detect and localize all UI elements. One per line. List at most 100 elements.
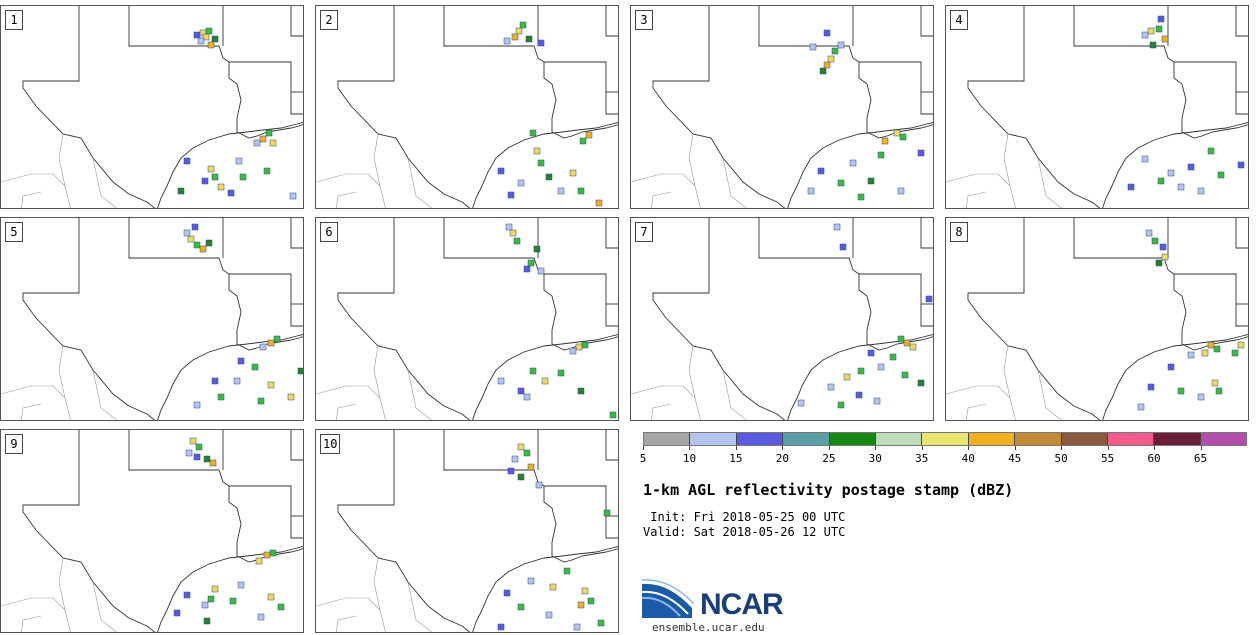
reflectivity-cell xyxy=(1167,169,1175,177)
map-boundary-line xyxy=(688,345,701,420)
ensemble-url[interactable]: ensemble.ucar.edu xyxy=(652,621,765,634)
stamp-panel-10[interactable]: 10 xyxy=(315,429,619,633)
colorbar-segment xyxy=(968,433,1016,445)
reflectivity-cell xyxy=(1155,259,1163,267)
colorbar-segment xyxy=(690,433,737,445)
reflectivity-cell xyxy=(497,377,505,385)
reflectivity-cell xyxy=(203,455,211,463)
stamp-map xyxy=(1,218,303,420)
map-boundary-line xyxy=(1073,6,1248,139)
stamp-panel-3[interactable]: 3 xyxy=(630,5,934,209)
reflectivity-cell xyxy=(537,39,545,47)
map-boundary-line xyxy=(157,122,303,208)
reflectivity-cell xyxy=(557,187,565,195)
map-boundary-line xyxy=(337,430,471,632)
colorbar-tick-label: 25 xyxy=(822,452,836,465)
stamp-number: 2 xyxy=(320,10,338,30)
reflectivity-cell xyxy=(527,577,535,585)
colorbar-tick xyxy=(1061,446,1063,450)
reflectivity-cell xyxy=(833,223,841,231)
stamp-number: 4 xyxy=(950,10,968,30)
reflectivity-cell xyxy=(253,139,261,147)
reflectivity-cell xyxy=(503,37,511,45)
stamp-panel-2[interactable]: 2 xyxy=(315,5,619,209)
reflectivity-cell xyxy=(267,381,275,389)
stamp-panel-8[interactable]: 8 xyxy=(945,217,1249,421)
reflectivity-cell xyxy=(1147,383,1155,391)
reflectivity-cell xyxy=(257,613,265,621)
reflectivity-cell xyxy=(1159,243,1167,251)
reflectivity-cell xyxy=(1151,237,1159,245)
reflectivity-cell xyxy=(597,619,605,627)
colorbar-segment xyxy=(783,433,830,445)
map-boundary-line xyxy=(337,6,471,208)
reflectivity-cell xyxy=(235,157,243,165)
reflectivity-cell xyxy=(1149,41,1157,49)
colorbar-tick xyxy=(921,446,923,450)
reflectivity-cell xyxy=(581,587,589,595)
map-boundary-line xyxy=(544,61,618,115)
colorbar-tick-label: 15 xyxy=(729,452,743,465)
map-boundary-line xyxy=(443,6,618,139)
reflectivity-cell xyxy=(535,481,543,489)
reflectivity-cell xyxy=(563,567,571,575)
stamp-panel-7[interactable]: 7 xyxy=(630,217,934,421)
reflectivity-cell xyxy=(217,393,225,401)
map-boundary-line xyxy=(335,403,357,420)
reflectivity-cell xyxy=(1141,31,1149,39)
reflectivity-cell xyxy=(557,369,565,377)
stamp-map xyxy=(316,218,618,420)
stamp-panel-1[interactable]: 1 xyxy=(0,5,304,209)
stamp-panel-9[interactable]: 9 xyxy=(0,429,304,633)
reflectivity-cell xyxy=(537,267,545,275)
map-boundary-line xyxy=(407,369,432,420)
colorbar-segment xyxy=(1061,433,1108,445)
map-boundary-line xyxy=(1003,345,1016,420)
colorbar-tick-label: 65 xyxy=(1193,452,1208,465)
stamp-map xyxy=(946,6,1248,208)
reflectivity-cell xyxy=(189,437,197,445)
reflectivity-cell xyxy=(511,455,519,463)
map-boundary-line xyxy=(20,615,42,632)
map-boundary-line xyxy=(1,385,66,399)
colorbar-segment xyxy=(1107,433,1155,445)
reflectivity-cell xyxy=(893,129,901,137)
reflectivity-cell xyxy=(503,589,511,597)
colorbar-tick-label: 40 xyxy=(961,452,975,465)
colorbar-tick xyxy=(643,446,644,450)
reflectivity-cell xyxy=(857,193,865,201)
colorbar-segment xyxy=(1154,433,1201,445)
map-boundary-line xyxy=(407,157,432,208)
stamp-panel-4[interactable]: 4 xyxy=(945,5,1249,209)
reflectivity-cell xyxy=(577,387,585,395)
reflectivity-cell xyxy=(1213,345,1221,353)
map-boundary-line xyxy=(1235,6,1248,37)
reflectivity-cell xyxy=(1237,161,1245,169)
reflectivity-cell xyxy=(917,149,925,157)
map-boundary-line xyxy=(22,218,156,420)
map-boundary-line xyxy=(290,6,303,37)
reflectivity-cell xyxy=(857,367,865,375)
map-boundary-line xyxy=(20,403,42,420)
map-boundary-line xyxy=(650,191,672,208)
reflectivity-cell xyxy=(267,339,275,347)
reflectivity-cell xyxy=(1231,349,1239,357)
reflectivity-cell xyxy=(517,443,525,451)
reflectivity-cell xyxy=(265,129,273,137)
map-boundary-line xyxy=(652,6,786,208)
reflectivity-cell xyxy=(549,583,557,591)
reflectivity-cell xyxy=(195,443,203,451)
map-boundary-line xyxy=(787,334,933,420)
stamp-panel-5[interactable]: 5 xyxy=(0,217,304,421)
map-boundary-line xyxy=(1102,334,1248,420)
reflectivity-cell xyxy=(517,179,525,187)
stamp-number: 10 xyxy=(320,434,341,454)
map-boundary-line xyxy=(373,133,386,208)
stamp-panel-6[interactable]: 6 xyxy=(315,217,619,421)
reflectivity-cell xyxy=(855,391,863,399)
map-boundary-line xyxy=(1037,157,1062,208)
reflectivity-cell xyxy=(497,623,505,631)
reflectivity-cell xyxy=(527,463,535,471)
reflectivity-cell xyxy=(513,237,521,245)
reflectivity-cell xyxy=(595,199,603,207)
